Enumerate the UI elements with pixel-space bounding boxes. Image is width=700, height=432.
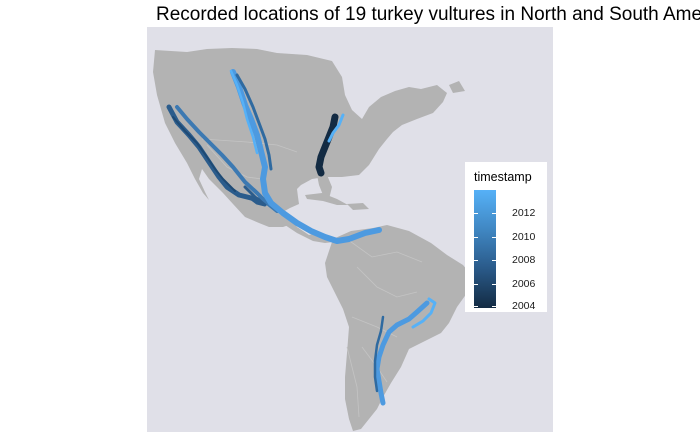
legend-tick-mark [474, 284, 478, 285]
legend-tick-mark [474, 213, 478, 214]
legend-tick-label: 2006 [512, 278, 536, 290]
legend-tick-label: 2008 [512, 254, 536, 266]
cuba [305, 193, 348, 205]
legend-tick-mark [492, 260, 496, 261]
legend-tick-mark [492, 284, 496, 285]
legend-tick-mark [474, 237, 478, 238]
track-east-coast-light [327, 113, 345, 143]
legend-tick-mark [474, 260, 478, 261]
color-legend: timestamp 2012 2010 2008 2006 2004 [465, 162, 547, 312]
legend-tick-mark [492, 237, 496, 238]
track-south-america [374, 300, 430, 406]
map-title: Recorded locations of 19 turkey vultures… [156, 4, 700, 25]
track-east-coast [315, 113, 339, 177]
track-west-coast-edge [172, 116, 236, 192]
track-central-secondary [235, 73, 273, 171]
legend-tick-mark [492, 306, 496, 307]
legend-ticks: 2012 2010 2008 2006 2004 [474, 190, 535, 312]
legend-color-bar [474, 190, 496, 308]
hispaniola [347, 203, 369, 210]
vulture-tracks [166, 69, 437, 406]
south-america-landmass [325, 225, 473, 431]
newfoundland [449, 81, 465, 93]
legend-tick-mark [474, 306, 478, 307]
florida [317, 175, 332, 199]
track-central-main [230, 69, 382, 244]
legend-tick-mark [492, 213, 496, 214]
legend-tick-label: 2004 [512, 300, 536, 312]
track-central-inner [229, 69, 259, 155]
legend-title: timestamp [474, 170, 532, 184]
track-mexico-loop [243, 185, 267, 207]
track-south-america-loop [411, 297, 437, 329]
track-west-interior [175, 105, 279, 213]
legend-tick-label: 2012 [512, 207, 536, 219]
legend-tick-label: 2010 [512, 231, 536, 243]
track-south-america-west [373, 315, 385, 393]
